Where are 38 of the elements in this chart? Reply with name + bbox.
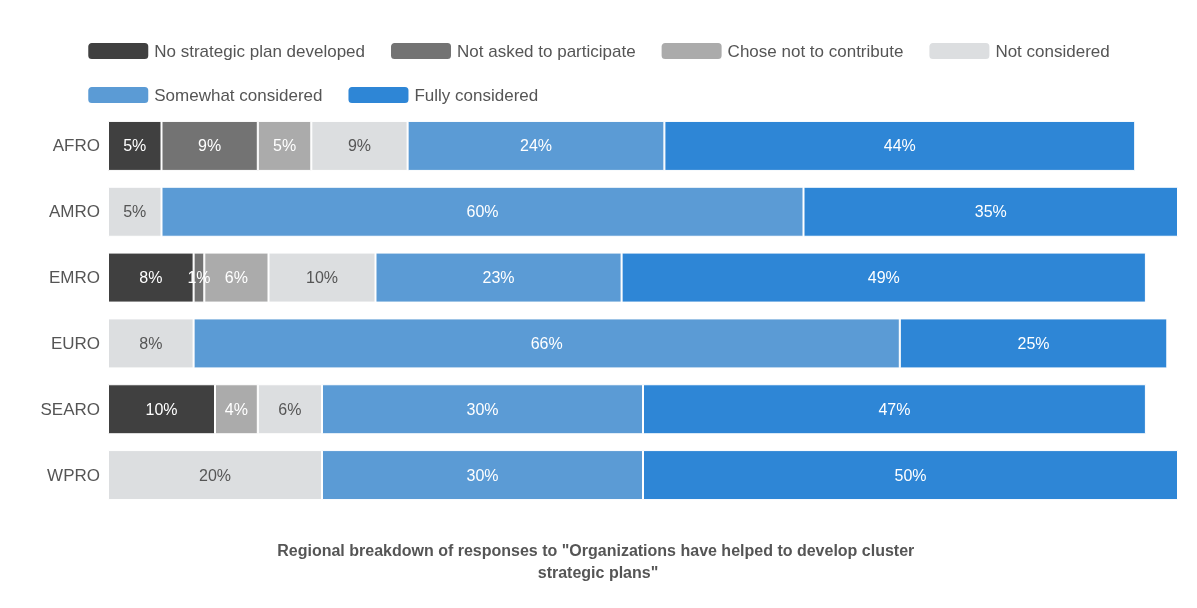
data-label: 49% bbox=[867, 269, 900, 287]
data-label: 66% bbox=[530, 334, 563, 352]
data-label: 10% bbox=[305, 269, 339, 287]
y-tick-label: SEARO bbox=[40, 399, 100, 419]
data-label: 9% bbox=[347, 137, 372, 155]
legend-label: Fully considered bbox=[414, 85, 539, 105]
data-label: 30% bbox=[466, 466, 499, 484]
data-label: 5% bbox=[123, 137, 147, 155]
legend-label: Not asked to participate bbox=[457, 41, 636, 61]
text: Regional breakdown of responses to "Organizations have helped to develop cluster strategic plans" bbox=[277, 541, 919, 581]
data-label: 8% bbox=[139, 269, 163, 287]
data-label: 8% bbox=[139, 334, 163, 352]
data-label: 6% bbox=[278, 400, 302, 418]
data-label: 5% bbox=[123, 203, 147, 221]
y-tick-label: EURO bbox=[50, 333, 100, 353]
legend-label: Not considered bbox=[995, 41, 1110, 61]
data-label: 24% bbox=[519, 137, 553, 155]
legend-label: No strategic plan developed bbox=[154, 41, 366, 61]
data-label: 44% bbox=[883, 137, 916, 155]
data-label: 20% bbox=[198, 466, 232, 484]
y-tick-label: WPRO bbox=[47, 465, 100, 485]
y-tick-label: EMRO bbox=[49, 268, 100, 288]
y-tick-label: AFRO bbox=[52, 136, 100, 156]
data-label: 60% bbox=[466, 203, 499, 221]
data-label: 50% bbox=[894, 466, 927, 484]
data-label: 47% bbox=[878, 400, 911, 418]
data-label: 23% bbox=[482, 269, 515, 287]
legend-label: Chose not to contribute bbox=[727, 41, 904, 61]
data-label: 5% bbox=[272, 137, 297, 155]
data-label: 30% bbox=[466, 400, 499, 418]
data-label: 6% bbox=[224, 269, 248, 287]
data-label: 9% bbox=[198, 137, 222, 155]
data-label: 35% bbox=[974, 203, 1007, 221]
y-tick-label: AMRO bbox=[49, 202, 100, 222]
data-label: 10% bbox=[145, 400, 178, 418]
data-label: 4% bbox=[224, 400, 248, 418]
legend-label: Somewhat considered bbox=[154, 85, 323, 105]
data-label: 25% bbox=[1017, 334, 1050, 352]
